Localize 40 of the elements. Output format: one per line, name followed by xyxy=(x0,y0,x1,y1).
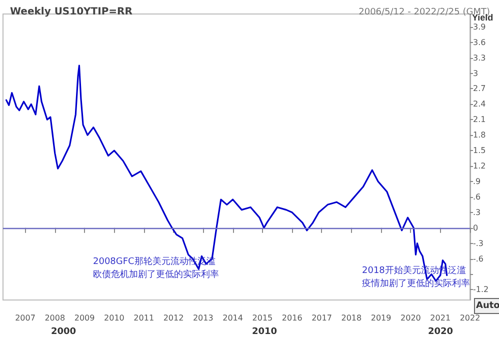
x-tick-label: 2007 xyxy=(15,314,36,322)
x-tick-label: 2019 xyxy=(370,314,392,322)
x-tick-label: 2009 xyxy=(74,314,95,322)
x-tick-label: 2010 xyxy=(104,314,124,322)
x-tick-label: 2017 xyxy=(312,314,332,322)
y-tick-label: -.6 xyxy=(473,254,484,264)
text: 2000 xyxy=(51,327,76,337)
y-tick-label: 3.3 xyxy=(473,53,486,62)
x-tick-label: 2015 xyxy=(252,314,273,322)
y-tick-label: 1.2 xyxy=(473,162,486,171)
x-tick-label: 2016 xyxy=(282,314,302,322)
y-tick-label: 3.9 xyxy=(473,22,486,32)
annotation: 疫情加剧了更低的实际利率 xyxy=(362,278,470,289)
text: 2020 xyxy=(428,327,454,337)
chart-title: Weekly US10YTIP=RR xyxy=(10,6,133,18)
y-tick-label: 1.5 xyxy=(473,146,486,156)
y-tick-label: 3.6 xyxy=(473,38,486,47)
y-tick-label: 0 xyxy=(473,223,478,232)
x-tick-label: 2011 xyxy=(134,314,154,322)
y-tick-label: -1.2 xyxy=(473,285,489,294)
y-axis-title: Yield xyxy=(472,12,494,22)
y-tick-label: 1.8 xyxy=(473,130,486,140)
annotation: 欧债危机加剧了更低的实际利率 xyxy=(93,269,219,280)
text: 2010 xyxy=(252,327,278,337)
y-tick-label: .9 xyxy=(473,176,481,186)
y-tick-label: -.3 xyxy=(473,238,484,248)
y-tick-label: 2.4 xyxy=(473,100,486,109)
x-tick-label: 2018 xyxy=(341,314,362,322)
y-tick-label: 2.7 xyxy=(473,84,486,94)
x-tick-label: 2014 xyxy=(222,314,243,322)
y-tick-label: 2.1 xyxy=(473,115,486,124)
y-tick-label: 3 xyxy=(473,68,478,78)
y-tick-label: .3 xyxy=(473,208,481,217)
x-tick-label: 2020 xyxy=(400,314,421,322)
y-tick-label: .6 xyxy=(473,192,481,202)
x-tick-label: 2012 xyxy=(163,314,184,322)
x-tick-label: 2021 xyxy=(430,314,451,322)
x-tick-label: 2013 xyxy=(192,314,214,322)
x-tick-label: 2008 xyxy=(44,314,66,322)
x-tick-label: 2022 xyxy=(460,314,480,322)
